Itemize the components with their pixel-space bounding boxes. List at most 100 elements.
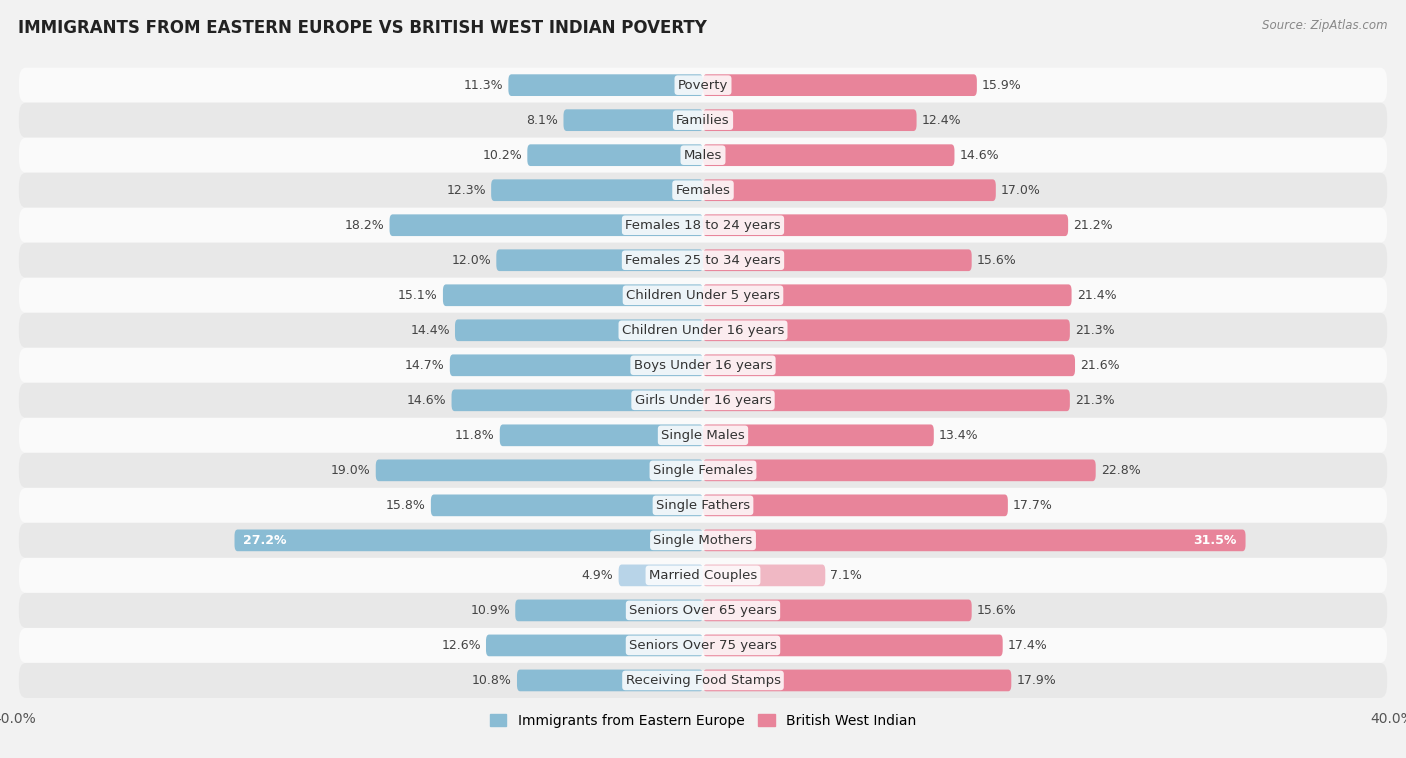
FancyBboxPatch shape [18, 558, 1388, 593]
Text: 27.2%: 27.2% [243, 534, 287, 547]
FancyBboxPatch shape [703, 459, 1095, 481]
Text: Single Mothers: Single Mothers [654, 534, 752, 547]
FancyBboxPatch shape [703, 530, 1246, 551]
FancyBboxPatch shape [703, 249, 972, 271]
FancyBboxPatch shape [235, 530, 703, 551]
Text: Females 18 to 24 years: Females 18 to 24 years [626, 219, 780, 232]
FancyBboxPatch shape [18, 102, 1388, 138]
Text: 31.5%: 31.5% [1194, 534, 1237, 547]
Text: Girls Under 16 years: Girls Under 16 years [634, 394, 772, 407]
FancyBboxPatch shape [486, 634, 703, 656]
Text: 8.1%: 8.1% [526, 114, 558, 127]
Text: 12.6%: 12.6% [441, 639, 481, 652]
Text: 12.4%: 12.4% [922, 114, 962, 127]
Text: Children Under 16 years: Children Under 16 years [621, 324, 785, 337]
FancyBboxPatch shape [703, 284, 1071, 306]
Text: Females: Females [675, 183, 731, 196]
Text: 21.4%: 21.4% [1077, 289, 1116, 302]
Text: 15.1%: 15.1% [398, 289, 437, 302]
Text: 14.4%: 14.4% [411, 324, 450, 337]
FancyBboxPatch shape [18, 383, 1388, 418]
Text: Single Females: Single Females [652, 464, 754, 477]
Text: 15.6%: 15.6% [977, 254, 1017, 267]
FancyBboxPatch shape [430, 494, 703, 516]
Text: Boys Under 16 years: Boys Under 16 years [634, 359, 772, 371]
FancyBboxPatch shape [491, 180, 703, 201]
Text: 21.3%: 21.3% [1076, 324, 1115, 337]
Text: 14.6%: 14.6% [406, 394, 446, 407]
FancyBboxPatch shape [703, 215, 1069, 236]
FancyBboxPatch shape [703, 634, 1002, 656]
Text: 10.2%: 10.2% [482, 149, 522, 161]
Text: Poverty: Poverty [678, 79, 728, 92]
FancyBboxPatch shape [18, 628, 1388, 663]
Text: 17.0%: 17.0% [1001, 183, 1040, 196]
Text: 21.3%: 21.3% [1076, 394, 1115, 407]
Text: 11.3%: 11.3% [464, 79, 503, 92]
FancyBboxPatch shape [703, 424, 934, 446]
Text: 14.7%: 14.7% [405, 359, 444, 371]
Text: 17.4%: 17.4% [1008, 639, 1047, 652]
FancyBboxPatch shape [619, 565, 703, 586]
FancyBboxPatch shape [703, 600, 972, 622]
FancyBboxPatch shape [18, 277, 1388, 313]
Text: 11.8%: 11.8% [456, 429, 495, 442]
FancyBboxPatch shape [703, 494, 1008, 516]
Legend: Immigrants from Eastern Europe, British West Indian: Immigrants from Eastern Europe, British … [484, 708, 922, 734]
FancyBboxPatch shape [18, 138, 1388, 173]
Text: 17.9%: 17.9% [1017, 674, 1056, 687]
Text: Married Couples: Married Couples [650, 569, 756, 582]
FancyBboxPatch shape [499, 424, 703, 446]
FancyBboxPatch shape [703, 74, 977, 96]
FancyBboxPatch shape [18, 488, 1388, 523]
Text: Seniors Over 65 years: Seniors Over 65 years [628, 604, 778, 617]
FancyBboxPatch shape [18, 453, 1388, 488]
Text: 18.2%: 18.2% [344, 219, 384, 232]
FancyBboxPatch shape [515, 600, 703, 622]
FancyBboxPatch shape [18, 67, 1388, 102]
FancyBboxPatch shape [703, 390, 1070, 411]
Text: 14.6%: 14.6% [960, 149, 1000, 161]
Text: 15.9%: 15.9% [981, 79, 1022, 92]
FancyBboxPatch shape [456, 319, 703, 341]
FancyBboxPatch shape [564, 109, 703, 131]
Text: 15.8%: 15.8% [385, 499, 426, 512]
Text: Males: Males [683, 149, 723, 161]
FancyBboxPatch shape [703, 180, 995, 201]
Text: Seniors Over 75 years: Seniors Over 75 years [628, 639, 778, 652]
FancyBboxPatch shape [703, 565, 825, 586]
Text: 4.9%: 4.9% [582, 569, 613, 582]
FancyBboxPatch shape [509, 74, 703, 96]
FancyBboxPatch shape [18, 593, 1388, 628]
FancyBboxPatch shape [703, 109, 917, 131]
Text: 19.0%: 19.0% [330, 464, 371, 477]
Text: 12.0%: 12.0% [451, 254, 491, 267]
Text: Females 25 to 34 years: Females 25 to 34 years [626, 254, 780, 267]
FancyBboxPatch shape [18, 173, 1388, 208]
Text: 13.4%: 13.4% [939, 429, 979, 442]
Text: 21.6%: 21.6% [1080, 359, 1119, 371]
Text: Single Fathers: Single Fathers [657, 499, 749, 512]
Text: Receiving Food Stamps: Receiving Food Stamps [626, 674, 780, 687]
Text: 10.8%: 10.8% [472, 674, 512, 687]
FancyBboxPatch shape [703, 355, 1076, 376]
FancyBboxPatch shape [496, 249, 703, 271]
FancyBboxPatch shape [703, 319, 1070, 341]
FancyBboxPatch shape [18, 523, 1388, 558]
FancyBboxPatch shape [389, 215, 703, 236]
Text: 10.9%: 10.9% [471, 604, 510, 617]
Text: Families: Families [676, 114, 730, 127]
FancyBboxPatch shape [18, 418, 1388, 453]
Text: IMMIGRANTS FROM EASTERN EUROPE VS BRITISH WEST INDIAN POVERTY: IMMIGRANTS FROM EASTERN EUROPE VS BRITIS… [18, 19, 707, 37]
FancyBboxPatch shape [18, 313, 1388, 348]
Text: 22.8%: 22.8% [1101, 464, 1140, 477]
Text: Children Under 5 years: Children Under 5 years [626, 289, 780, 302]
Text: 7.1%: 7.1% [831, 569, 862, 582]
FancyBboxPatch shape [443, 284, 703, 306]
Text: Single Males: Single Males [661, 429, 745, 442]
FancyBboxPatch shape [18, 663, 1388, 698]
FancyBboxPatch shape [703, 144, 955, 166]
FancyBboxPatch shape [517, 669, 703, 691]
FancyBboxPatch shape [451, 390, 703, 411]
FancyBboxPatch shape [450, 355, 703, 376]
